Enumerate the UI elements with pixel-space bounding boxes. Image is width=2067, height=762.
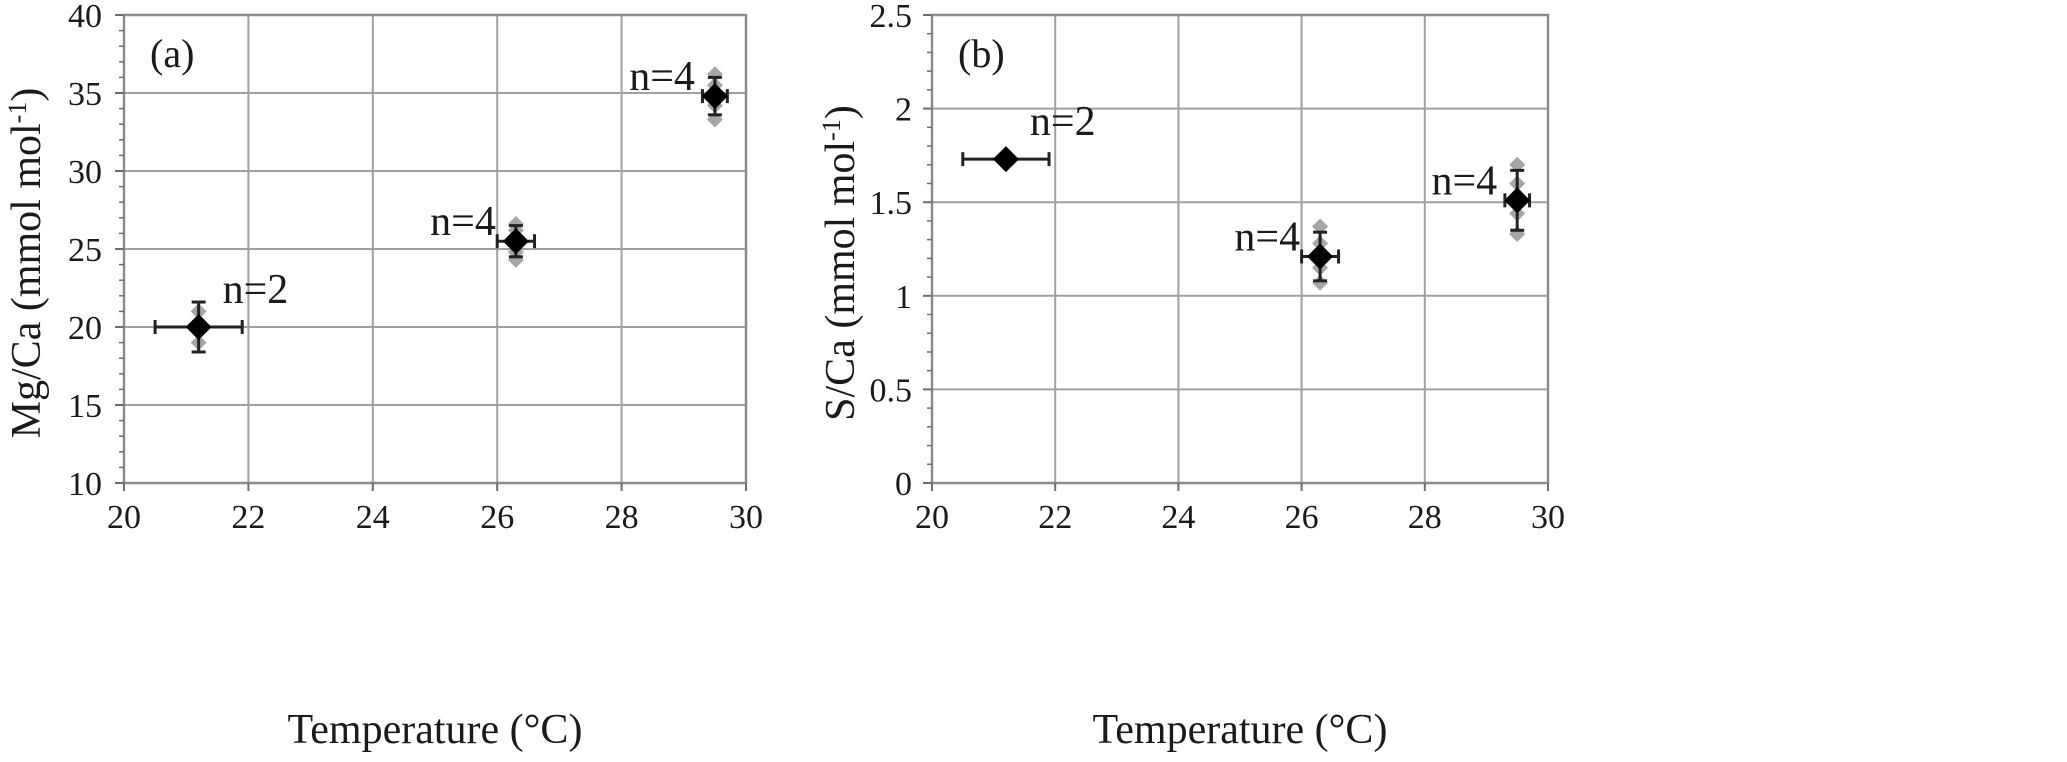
y-tick-label: 25 [68,232,102,269]
y-axis-label: S/Ca (mmol mol-1) [817,105,865,421]
y-tick-label: 0.5 [870,372,913,409]
panel-b-s-ca: 0 0.5 1 1.5 2 2.5 20 22 24 26 28 30 Temperature (°C)… [817,0,1566,753]
data-point-3: n=4 [629,54,729,128]
replicate-marker [1312,274,1329,291]
y-tick-label: 15 [68,388,102,425]
y-tick-label: 10 [68,466,102,503]
y-tick-label: 40 [68,0,102,35]
data-point-2: n=4 [430,199,537,268]
mean-marker [1307,243,1334,270]
data-point-3: n=4 [1432,156,1532,243]
mean-marker [185,314,212,340]
sample-size-label: n=4 [1432,158,1498,204]
y-axis-label-main: S/Ca (mmol mol [818,141,864,421]
y-tick-label: 1 [895,279,912,316]
x-tick-label: 30 [729,499,763,536]
y-axis-label-sup: -1 [3,102,32,124]
x-tick-label: 26 [1285,499,1319,536]
sample-size-label: n=2 [223,267,289,313]
axis-ticks [115,14,747,491]
replicate-marker [1509,156,1526,173]
y-axis-label-sup: -1 [817,119,846,141]
gridlines [932,15,1548,483]
panel-label: (a) [150,31,194,76]
y-tick-label: 30 [68,154,102,191]
y-axis-label: Mg/Ca (mmol mol-1) [3,88,51,439]
sample-size-label: n=4 [430,199,496,245]
x-tick-label: 22 [1038,499,1072,536]
replicate-marker [507,216,524,233]
x-tick-label: 24 [1161,499,1195,536]
y-tick-label: 1.5 [870,185,913,222]
mean-marker [502,228,529,255]
mean-marker [1504,187,1531,214]
x-tick-label: 30 [1531,499,1565,536]
data-point-2: n=4 [1234,214,1341,291]
x-tick-label: 20 [915,499,949,536]
x-tick-label: 28 [1408,499,1442,536]
axis-ticks [923,14,1549,491]
y-axis-label-close: ) [4,88,50,102]
y-tick-label: 0 [895,466,912,503]
sample-size-label: n=4 [629,54,695,100]
y-tick-label: 20 [68,310,102,347]
x-tick-label: 28 [605,499,639,536]
mean-marker [992,146,1019,173]
sample-size-label: n=4 [1234,214,1300,260]
panel-a-mg-ca: 10 15 20 25 30 35 40 20 22 24 26 28 30 Temperature (°… [3,0,764,753]
y-tick-label: 2.5 [870,0,913,35]
y-axis-label-close: ) [818,105,864,119]
x-tick-label: 20 [107,499,141,536]
x-tick-label: 26 [480,499,514,536]
sample-size-label: n=2 [1030,99,1096,145]
x-axis-label: Temperature (°C) [288,707,583,753]
data-point-1: n=2 [961,99,1096,173]
y-tick-label: 2 [895,92,912,129]
y-axis-label-main: Mg/Ca (mmol mol [4,123,50,438]
plot-frame [930,13,1550,485]
x-tick-label: 24 [356,499,390,536]
x-axis-label: Temperature (°C) [1093,707,1388,753]
data-point-1: n=2 [153,267,289,354]
mean-marker [701,83,728,110]
replicate-marker [1312,218,1329,235]
y-tick-label: 35 [68,76,102,113]
panel-label: (b) [958,31,1005,76]
x-tick-label: 22 [231,499,265,536]
